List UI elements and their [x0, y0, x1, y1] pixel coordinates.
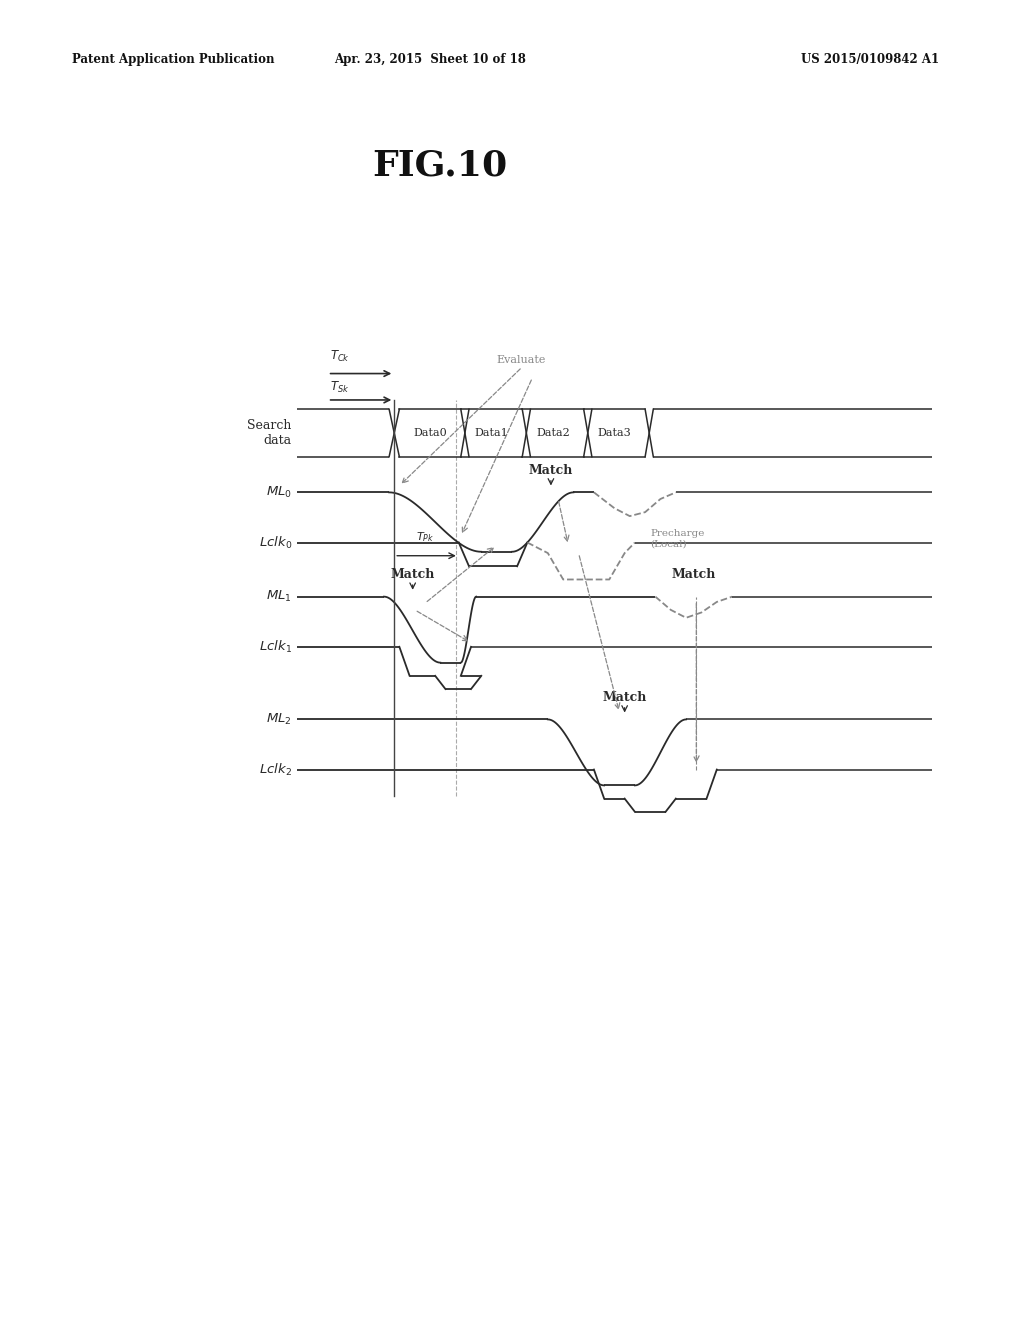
Text: Match: Match — [390, 568, 435, 581]
Text: Match: Match — [602, 690, 647, 704]
Text: US 2015/0109842 A1: US 2015/0109842 A1 — [802, 53, 939, 66]
Text: $Lclk_2$: $Lclk_2$ — [259, 762, 292, 777]
Text: $ML_2$: $ML_2$ — [266, 711, 292, 727]
Text: Match: Match — [528, 463, 573, 477]
Text: Data0: Data0 — [414, 428, 446, 438]
Text: Precharge
(Local): Precharge (Local) — [650, 529, 705, 548]
Text: Match: Match — [671, 568, 716, 581]
Text: $T_{Ck}$: $T_{Ck}$ — [330, 350, 349, 364]
Text: Data3: Data3 — [598, 428, 631, 438]
Text: $T_{Pk}$: $T_{Pk}$ — [416, 531, 434, 544]
Text: $T_{Sk}$: $T_{Sk}$ — [330, 380, 349, 395]
Text: Apr. 23, 2015  Sheet 10 of 18: Apr. 23, 2015 Sheet 10 of 18 — [334, 53, 526, 66]
Text: $Lclk_1$: $Lclk_1$ — [259, 639, 292, 655]
Text: Patent Application Publication: Patent Application Publication — [72, 53, 274, 66]
Text: $ML_1$: $ML_1$ — [266, 589, 292, 605]
Text: Data1: Data1 — [475, 428, 508, 438]
Text: $Lclk_0$: $Lclk_0$ — [259, 535, 292, 550]
Text: Search
data: Search data — [248, 418, 292, 447]
Text: Evaluate: Evaluate — [497, 355, 546, 366]
Text: Data2: Data2 — [537, 428, 569, 438]
Text: $ML_0$: $ML_0$ — [266, 484, 292, 500]
Text: FIG.10: FIG.10 — [373, 148, 508, 182]
